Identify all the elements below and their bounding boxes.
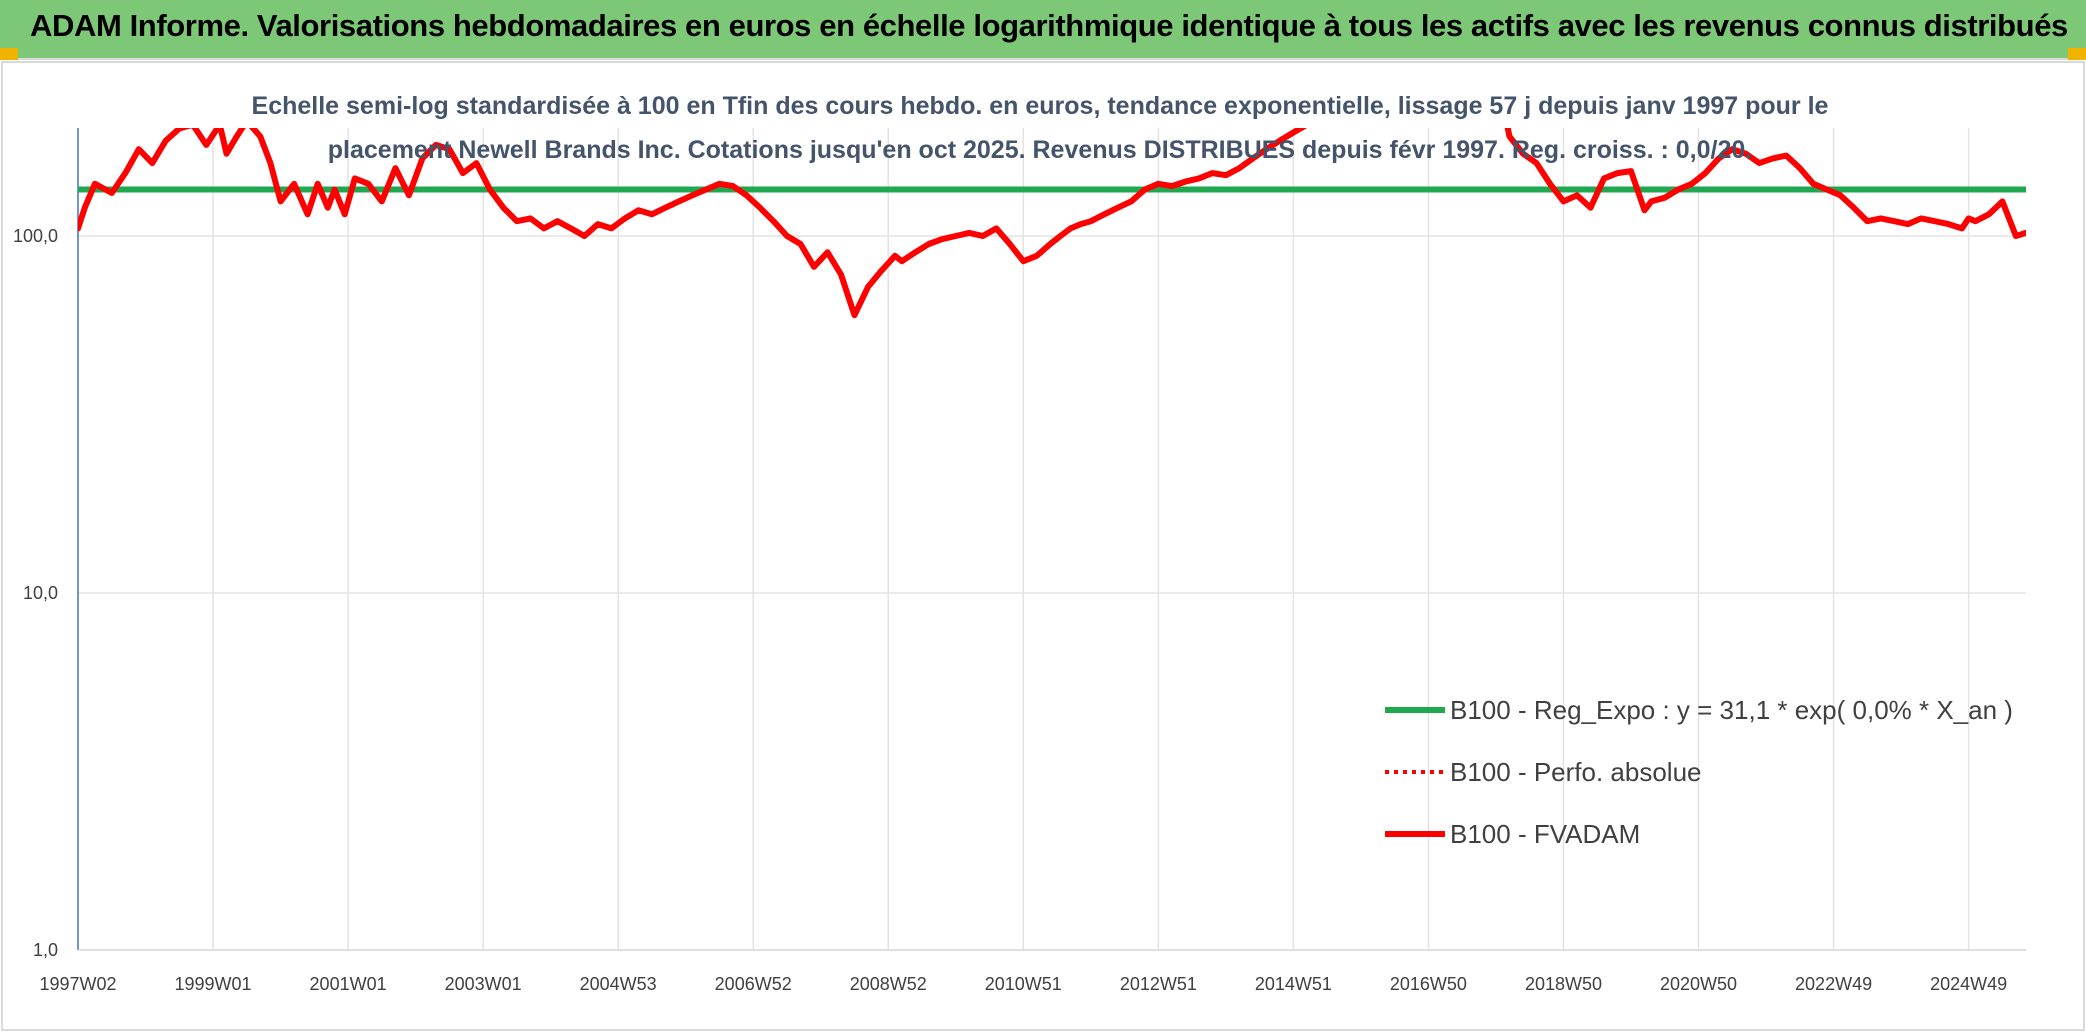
legend-label: B100 - Perfo. absolue (1450, 757, 1702, 787)
legend-label: B100 - Reg_Expo : y = 31,1 * exp( 0,0% *… (1450, 695, 2013, 725)
x-tick-label: 2008W52 (850, 974, 927, 994)
chart-title-line: Echelle semi-log standardisée à 100 en T… (252, 92, 1829, 120)
header-bar: ADAM Informe. Valorisations hebdomadaire… (0, 0, 2086, 60)
legend: B100 - Reg_Expo : y = 31,1 * exp( 0,0% *… (1385, 695, 2013, 849)
corner-marker-top-right (2068, 48, 2086, 60)
page-title: ADAM Informe. Valorisations hebdomadaire… (30, 8, 2068, 43)
series (78, 128, 2026, 319)
x-tick-label: 1997W02 (39, 974, 116, 994)
x-tick-label: 2024W49 (1930, 974, 2007, 994)
x-tick-label: 2010W51 (985, 974, 1062, 994)
legend-item: B100 - Reg_Expo : y = 31,1 * exp( 0,0% *… (1385, 695, 2013, 725)
chart-title-line: placement Newell Brands Inc. Cotations j… (328, 136, 1752, 164)
x-tick-label: 2020W50 (1660, 974, 1737, 994)
x-tick-label: 1999W01 (175, 974, 252, 994)
x-tick-label: 2018W50 (1525, 974, 1602, 994)
series-fvadam-line (78, 128, 1308, 319)
legend-item: B100 - FVADAM (1385, 819, 1640, 849)
x-tick-label: 2012W51 (1120, 974, 1197, 994)
y-tick-label: 10,0 (23, 583, 58, 603)
chart-title: Echelle semi-log standardisée à 100 en T… (252, 92, 1829, 164)
x-tick-label: 2001W01 (310, 974, 387, 994)
x-tick-label: 2016W50 (1390, 974, 1467, 994)
corner-marker-top-left (0, 48, 18, 60)
x-tick-label: 2014W51 (1255, 974, 1332, 994)
legend-item: B100 - Perfo. absolue (1385, 757, 1702, 787)
legend-label: B100 - FVADAM (1450, 819, 1640, 849)
axes: 1997W02 1999W01 2001W01 2003W01 2004W53 2006W… (13, 128, 2026, 994)
x-tick-label: 2022W49 (1795, 974, 1872, 994)
x-tick-label: 2003W01 (445, 974, 522, 994)
grid (78, 128, 2026, 951)
y-tick-label: 100,0 (13, 226, 58, 246)
y-tick-label: 1,0 (33, 940, 58, 960)
x-tick-label: 2006W52 (715, 974, 792, 994)
x-tick-label: 2004W53 (580, 974, 657, 994)
plot-area-border (1, 61, 2085, 1031)
series-fvadam-line (1504, 128, 2026, 239)
